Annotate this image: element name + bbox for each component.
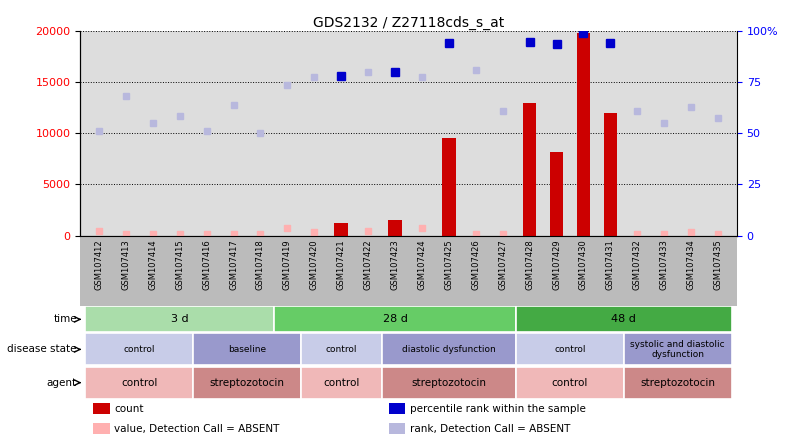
Text: GSM107418: GSM107418 (256, 239, 265, 290)
Text: systolic and diastolic
dysfunction: systolic and diastolic dysfunction (630, 340, 725, 359)
Bar (301, 333, 381, 365)
Bar (301, 367, 381, 399)
Bar (86, 367, 193, 399)
Text: streptozotocin: streptozotocin (640, 378, 715, 388)
Bar (93, 423, 110, 434)
Text: GSM107435: GSM107435 (714, 239, 723, 290)
Text: GSM107419: GSM107419 (283, 239, 292, 290)
Bar (624, 367, 731, 399)
Text: GSM107428: GSM107428 (525, 239, 534, 290)
Title: GDS2132 / Z27118cds_s_at: GDS2132 / Z27118cds_s_at (313, 16, 504, 30)
Text: GSM107412: GSM107412 (95, 239, 103, 290)
Bar (86, 306, 274, 332)
Bar (516, 333, 624, 365)
Bar (381, 367, 516, 399)
Text: streptozotocin: streptozotocin (210, 378, 284, 388)
Text: GSM107422: GSM107422 (364, 239, 372, 290)
Text: control: control (323, 378, 360, 388)
Bar (193, 333, 301, 365)
Bar (516, 306, 731, 332)
Text: GSM107426: GSM107426 (471, 239, 481, 290)
Bar (193, 367, 301, 399)
Text: GSM107429: GSM107429 (552, 239, 561, 290)
Text: GSM107431: GSM107431 (606, 239, 615, 290)
Text: GSM107413: GSM107413 (122, 239, 131, 290)
Text: 3 d: 3 d (171, 314, 188, 325)
Text: baseline: baseline (228, 345, 266, 354)
Text: GSM107416: GSM107416 (202, 239, 211, 290)
Bar (274, 306, 516, 332)
Text: GSM107417: GSM107417 (229, 239, 238, 290)
Text: GSM107415: GSM107415 (175, 239, 184, 290)
Text: percentile rank within the sample: percentile rank within the sample (410, 404, 586, 414)
Bar (577, 33, 590, 236)
Text: diastolic dysfunction: diastolic dysfunction (402, 345, 496, 354)
Text: rank, Detection Call = ABSENT: rank, Detection Call = ABSENT (410, 424, 570, 434)
Text: value, Detection Call = ABSENT: value, Detection Call = ABSENT (115, 424, 280, 434)
Text: disease state: disease state (7, 345, 77, 354)
Bar (86, 333, 193, 365)
Bar (388, 220, 402, 236)
Bar (388, 403, 405, 414)
Bar (93, 403, 110, 414)
Text: time: time (53, 314, 77, 325)
Bar (516, 367, 624, 399)
Text: control: control (554, 345, 586, 354)
Text: count: count (115, 404, 143, 414)
Bar (523, 103, 537, 236)
Text: GSM107425: GSM107425 (445, 239, 453, 290)
Bar (388, 423, 405, 434)
Bar (442, 139, 456, 236)
Text: GSM107427: GSM107427 (498, 239, 507, 290)
Text: control: control (325, 345, 357, 354)
Text: 48 d: 48 d (611, 314, 636, 325)
Text: GSM107420: GSM107420 (310, 239, 319, 290)
Text: control: control (121, 378, 158, 388)
Text: 28 d: 28 d (383, 314, 408, 325)
Text: control: control (552, 378, 588, 388)
Text: GSM107430: GSM107430 (579, 239, 588, 290)
Text: agent: agent (46, 378, 77, 388)
Text: GSM107432: GSM107432 (633, 239, 642, 290)
Text: GSM107434: GSM107434 (686, 239, 695, 290)
Bar (381, 333, 516, 365)
Text: GSM107421: GSM107421 (336, 239, 346, 290)
Bar (335, 223, 348, 236)
Text: control: control (123, 345, 155, 354)
Bar (624, 333, 731, 365)
Text: streptozotocin: streptozotocin (412, 378, 486, 388)
Text: GSM107423: GSM107423 (391, 239, 400, 290)
Bar (604, 113, 617, 236)
Text: GSM107433: GSM107433 (660, 239, 669, 290)
Text: GSM107424: GSM107424 (417, 239, 426, 290)
Bar (549, 152, 563, 236)
Text: GSM107414: GSM107414 (148, 239, 157, 290)
